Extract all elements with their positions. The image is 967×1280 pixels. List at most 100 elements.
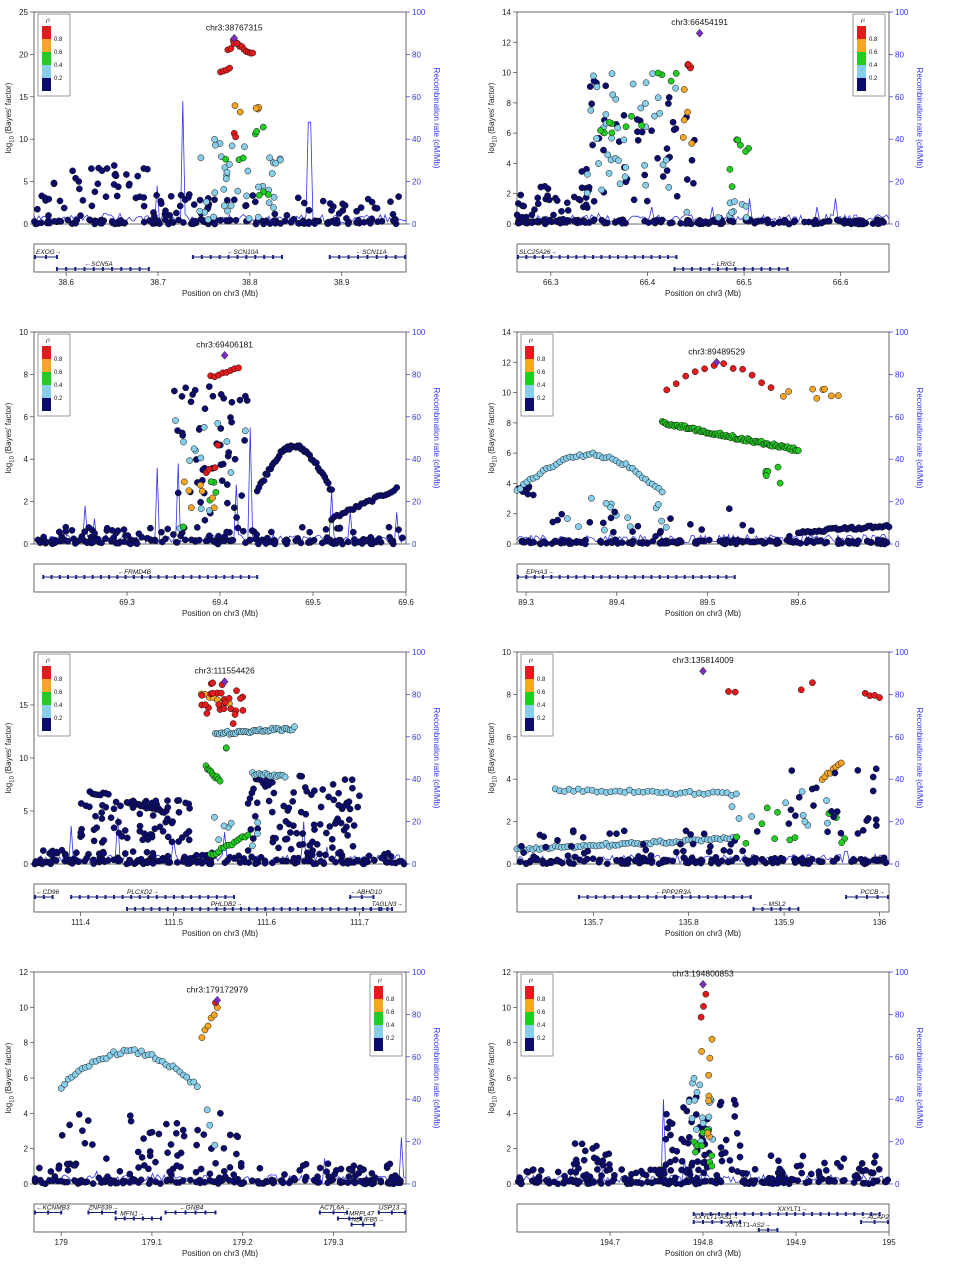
snp-point — [227, 469, 235, 476]
y-tick-label: 5 — [24, 807, 29, 816]
legend-swatch — [42, 385, 51, 398]
snp-point — [759, 856, 766, 864]
snp-point — [146, 831, 154, 838]
snp-point — [139, 836, 147, 844]
snp-point — [728, 208, 735, 216]
snp-point — [295, 220, 302, 227]
gene-exon — [349, 895, 352, 899]
snp-point — [197, 154, 205, 162]
snp-point — [209, 494, 216, 502]
snp-point — [68, 527, 76, 534]
snp-point — [259, 123, 267, 131]
y-tick-label: 6 — [507, 733, 512, 742]
y2-tick-label: 60 — [412, 733, 421, 742]
snp-point — [98, 1179, 105, 1186]
snp-point — [602, 111, 610, 118]
snp-point — [674, 538, 681, 546]
snp-point — [178, 393, 186, 400]
lead-snp-label: chr3:89489529 — [688, 346, 745, 356]
snp-point — [630, 196, 638, 204]
snp-point — [867, 539, 874, 546]
snp-point — [132, 194, 140, 202]
snp-point — [567, 1168, 575, 1176]
snp-point — [115, 829, 123, 837]
snp-point — [84, 1117, 92, 1124]
snp-point — [143, 848, 151, 856]
snp-point — [51, 217, 58, 225]
snp-point — [170, 531, 177, 538]
snp-point — [785, 820, 793, 828]
snp-point — [227, 819, 235, 827]
snp-point — [193, 1141, 200, 1149]
snp-point — [226, 161, 233, 168]
y-tick-label: 8 — [24, 1039, 29, 1048]
gene-label: ←PPP2R3A — [655, 889, 691, 896]
snp-point — [774, 463, 782, 471]
gene-exon — [254, 255, 257, 259]
snp-point — [787, 806, 795, 814]
y2-tick-label: 60 — [412, 1053, 421, 1062]
snp-point — [244, 847, 252, 854]
y2-tick-label: 0 — [412, 220, 417, 229]
snp-point — [655, 501, 662, 508]
gene-exon — [132, 1216, 135, 1221]
snp-point — [192, 1168, 200, 1176]
gene-exon — [147, 267, 150, 271]
y2-tick-label: 0 — [895, 1180, 900, 1189]
snp-point — [625, 1176, 632, 1184]
snp-point — [230, 504, 238, 512]
snp-point — [854, 830, 862, 837]
snp-point — [121, 219, 129, 227]
snp-point — [196, 196, 204, 204]
gene-exon — [603, 895, 606, 899]
y-tick-label: 6 — [507, 1074, 512, 1083]
snp-point — [110, 162, 118, 169]
snp-point — [209, 689, 217, 697]
snp-point — [309, 847, 316, 854]
lead-snp-marker — [220, 677, 229, 687]
snp-point — [174, 1152, 181, 1159]
gene-exon — [126, 907, 128, 911]
snp-point — [227, 202, 235, 209]
snp-point — [708, 1162, 716, 1170]
legend-title: r² — [529, 979, 533, 985]
y-tick-label: 8 — [507, 99, 512, 108]
snp-point — [584, 847, 592, 855]
gene-exon — [608, 575, 611, 579]
lead-snp-marker — [213, 995, 222, 1005]
x-tick-label: 179.1 — [142, 1238, 163, 1247]
snp-point — [211, 189, 219, 197]
snp-point — [735, 815, 743, 822]
snp-point — [336, 1177, 344, 1185]
gene-exon — [373, 1222, 376, 1227]
snp-point — [226, 1164, 234, 1171]
gene-exon — [586, 895, 589, 899]
snp-point — [159, 827, 167, 835]
y-tick-label: 0 — [24, 220, 29, 229]
snp-point — [205, 465, 213, 473]
gene-exon — [786, 267, 789, 271]
gene-exon — [215, 895, 218, 899]
snp-point — [310, 821, 318, 829]
snp-point — [212, 141, 219, 149]
snp-point — [758, 379, 765, 387]
snp-point — [177, 191, 185, 199]
snp-point — [259, 217, 266, 225]
snp-point — [637, 104, 645, 112]
gene-exon — [385, 255, 388, 259]
snp-point — [185, 800, 193, 808]
snp-point — [583, 189, 591, 197]
y2-tick-label: 20 — [412, 498, 421, 507]
y-tick-label: 12 — [19, 968, 28, 977]
snp-point — [231, 711, 239, 718]
snp-point — [172, 1129, 180, 1137]
snp-point — [218, 477, 226, 485]
snp-point — [613, 830, 620, 838]
gene-exon — [876, 895, 879, 899]
snp-point — [252, 220, 260, 228]
snp-point — [311, 220, 319, 227]
y2-tick-label: 80 — [895, 1010, 904, 1019]
snp-point — [164, 797, 171, 804]
gene-exon — [761, 907, 764, 911]
snp-point — [851, 1172, 859, 1180]
